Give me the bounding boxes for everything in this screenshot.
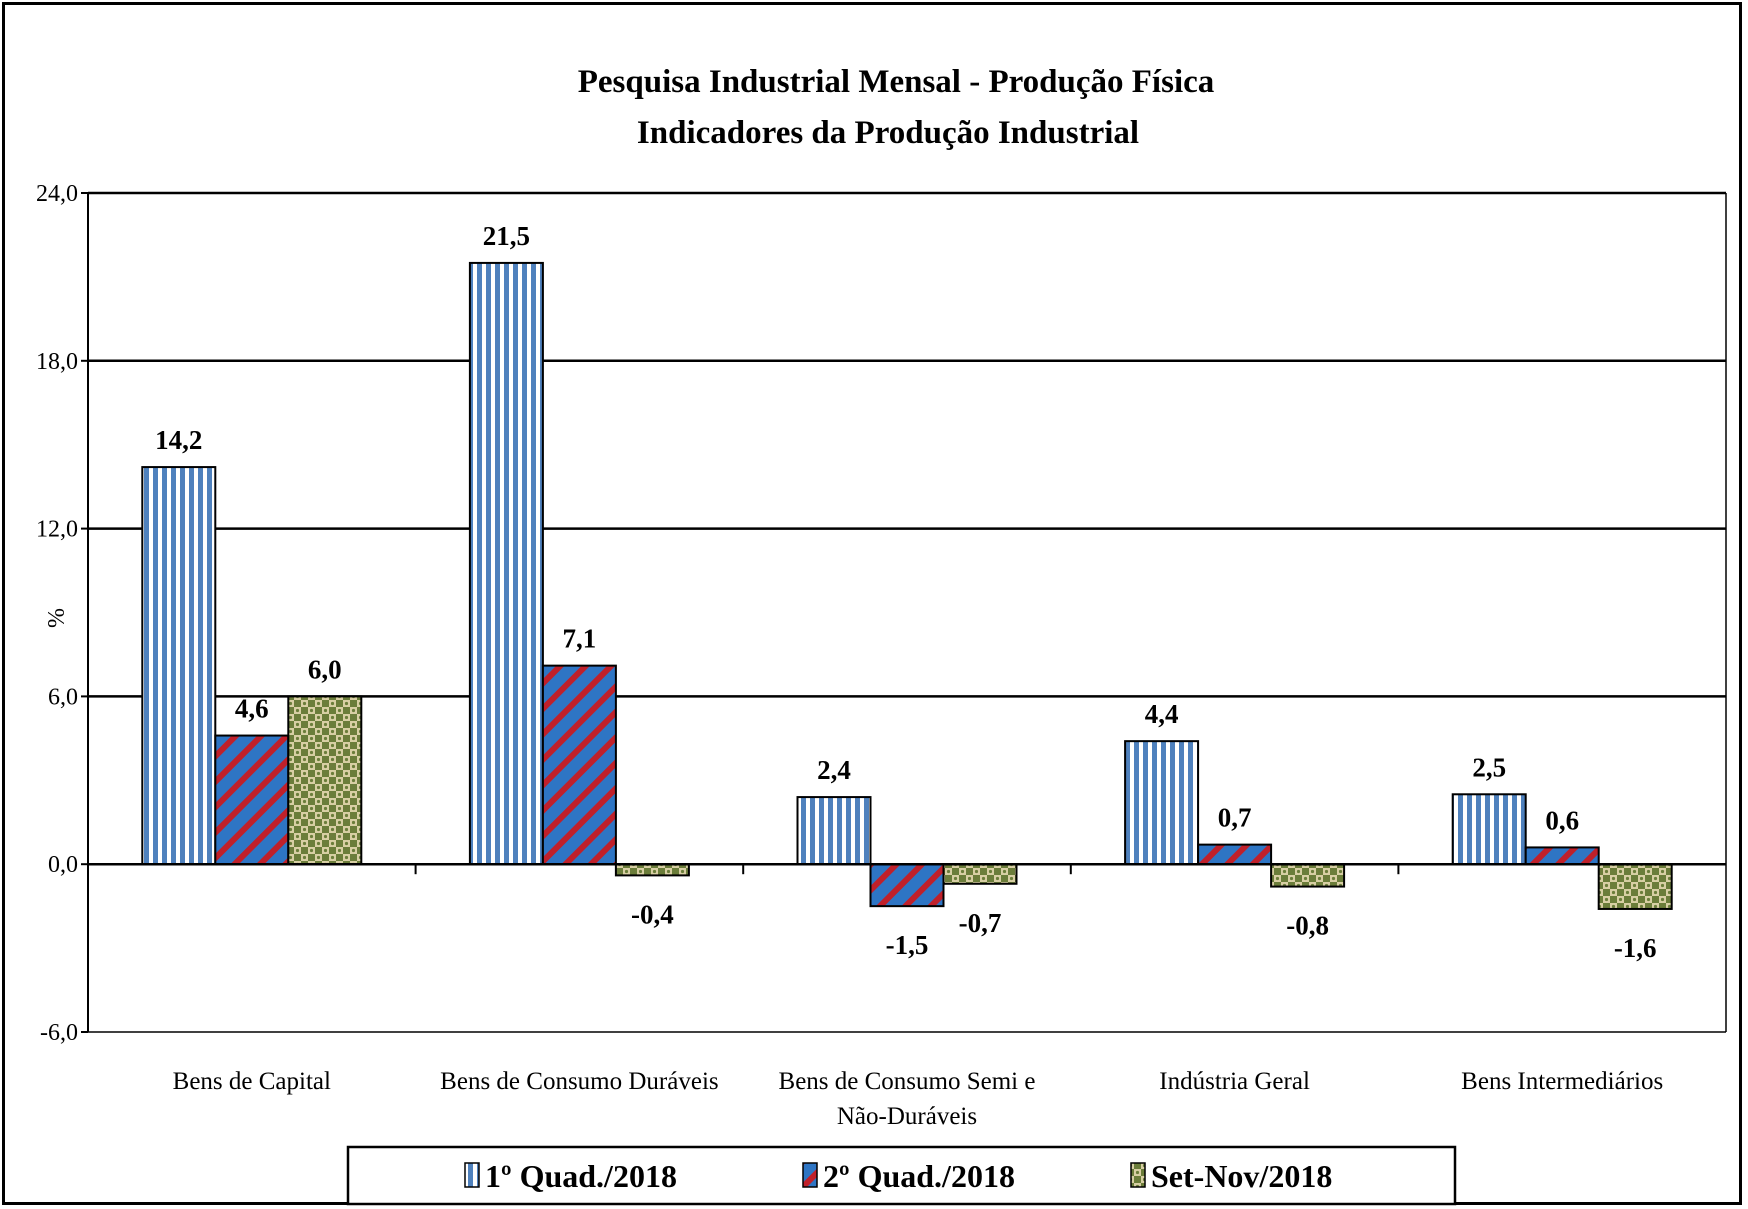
bar bbox=[1597, 863, 1673, 910]
data-label: 14,2 bbox=[155, 425, 202, 455]
legend-swatch bbox=[464, 1162, 480, 1188]
bar bbox=[942, 863, 1018, 885]
bar bbox=[287, 695, 363, 866]
bar bbox=[1451, 793, 1527, 866]
data-label: -0,7 bbox=[959, 908, 1002, 938]
data-label: -0,8 bbox=[1286, 911, 1329, 941]
y-tick-label: 12,0 bbox=[36, 517, 78, 543]
y-tick-label: 24,0 bbox=[36, 181, 78, 207]
legend-swatch bbox=[802, 1162, 818, 1188]
bar bbox=[541, 664, 617, 866]
chart-subtitle: Indicadores da Produção Industrial bbox=[637, 115, 1139, 151]
bar bbox=[214, 734, 290, 866]
legend-label: Set-Nov/2018 bbox=[1151, 1158, 1332, 1194]
data-label: 6,0 bbox=[308, 654, 342, 684]
gridlines bbox=[88, 191, 1726, 698]
bar bbox=[1524, 846, 1600, 866]
data-label: 2,4 bbox=[817, 755, 851, 785]
data-label: 4,4 bbox=[1145, 699, 1179, 729]
legend-label: 2º Quad./2018 bbox=[823, 1158, 1015, 1194]
data-label: 21,5 bbox=[483, 221, 530, 251]
y-tick-label: -6,0 bbox=[40, 1020, 78, 1046]
y-tick-label: 6,0 bbox=[48, 684, 78, 710]
category-label: Bens de Consumo Duráveis bbox=[440, 1068, 718, 1095]
y-axis-ticks: 24,0 18,0 12,0 6,0 0,0 -6,0 bbox=[36, 181, 88, 1046]
bar bbox=[1197, 843, 1273, 866]
data-label: -0,4 bbox=[631, 899, 674, 929]
legend: 1º Quad./2018 2º Quad./2018 Set-Nov/2018 bbox=[346, 1145, 1457, 1206]
legend-swatch bbox=[1130, 1162, 1146, 1188]
category-label: Bens Intermediários bbox=[1461, 1068, 1663, 1095]
bar bbox=[614, 863, 690, 877]
category-label: Não-Duráveis bbox=[837, 1103, 977, 1130]
data-label: -1,6 bbox=[1614, 933, 1657, 963]
axes bbox=[87, 192, 1727, 1033]
bar bbox=[1270, 863, 1346, 888]
legend-box bbox=[346, 1145, 1457, 1206]
data-label: 7,1 bbox=[563, 624, 597, 654]
category-label: Bens de Consumo Semi e bbox=[779, 1068, 1036, 1095]
chart-title: Pesquisa Industrial Mensal - Produção Fí… bbox=[578, 64, 1215, 100]
bar bbox=[468, 261, 544, 866]
bar bbox=[796, 796, 872, 866]
y-axis-label: % bbox=[44, 608, 70, 628]
category-labels: Bens de Capital Bens de Consumo Duráveis B… bbox=[173, 1068, 1664, 1130]
data-label: -1,5 bbox=[886, 930, 929, 960]
y-tick-label: 18,0 bbox=[36, 349, 78, 375]
bar bbox=[141, 466, 217, 866]
category-label: Bens de Capital bbox=[173, 1068, 331, 1095]
data-label: 0,7 bbox=[1218, 803, 1252, 833]
category-label: Indústria Geral bbox=[1159, 1068, 1310, 1095]
data-label: 4,6 bbox=[235, 694, 269, 724]
data-label: 2,5 bbox=[1472, 752, 1506, 782]
legend-label: 1º Quad./2018 bbox=[485, 1158, 677, 1194]
bars bbox=[141, 261, 1673, 910]
bar bbox=[869, 863, 945, 908]
data-labels: 14,2 4,6 6,0 21,5 7,1 -0,4 2,4 -1,5 -0,7 4,4 0,7 -0… bbox=[155, 221, 1656, 963]
bar bbox=[1124, 740, 1200, 866]
y-tick-label: 0,0 bbox=[48, 852, 78, 878]
data-label: 0,6 bbox=[1545, 805, 1579, 835]
